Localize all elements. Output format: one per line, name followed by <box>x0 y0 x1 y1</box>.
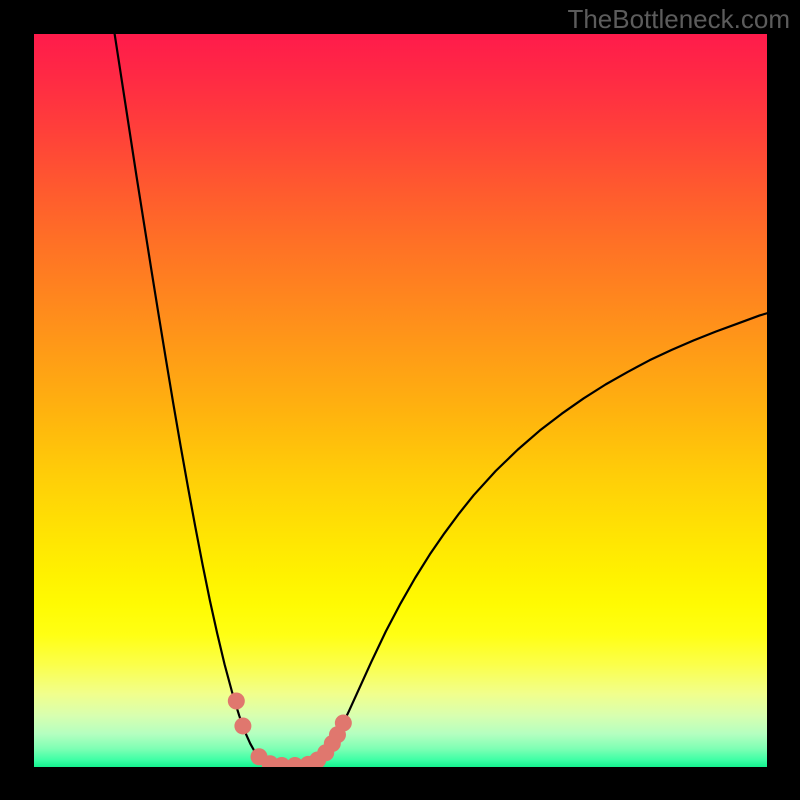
plot-background <box>34 34 767 767</box>
curve-marker <box>335 715 352 732</box>
watermark-text: TheBottleneck.com <box>567 4 790 35</box>
curve-marker <box>234 717 251 734</box>
curve-marker <box>228 693 245 710</box>
plot-area <box>34 34 767 767</box>
chart-stage: TheBottleneck.com <box>0 0 800 800</box>
plot-svg <box>34 34 767 767</box>
